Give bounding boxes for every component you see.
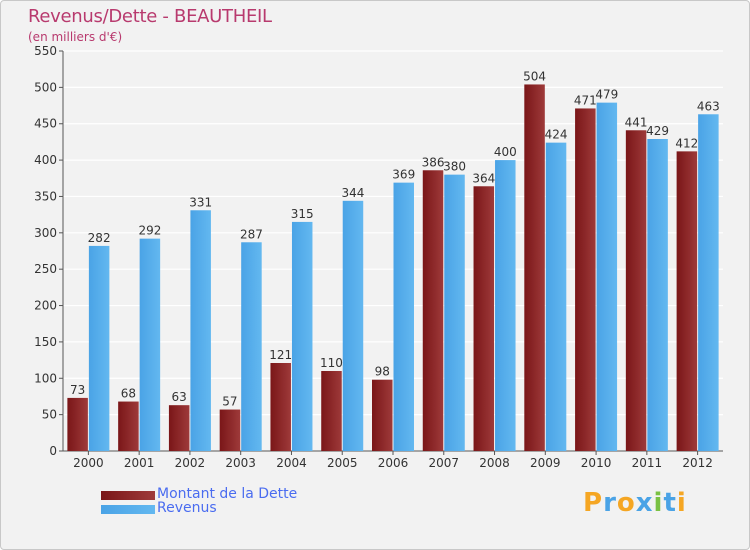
bar-revenus xyxy=(545,142,567,452)
data-label-dette: 364 xyxy=(472,171,495,185)
bar-dette xyxy=(676,151,698,451)
data-label-revenus: 424 xyxy=(545,128,568,142)
bar-revenus xyxy=(139,238,161,451)
data-label-dette: 68 xyxy=(121,387,136,401)
logo-letter: t xyxy=(663,488,677,518)
bar-dette xyxy=(168,405,190,451)
x-tick-label: 2009 xyxy=(530,456,561,470)
bar-revenus xyxy=(596,102,618,452)
bar-dette xyxy=(473,186,495,452)
y-tick-label: 450 xyxy=(34,117,57,131)
data-label-dette: 412 xyxy=(675,136,698,150)
x-tick-label: 2005 xyxy=(327,456,358,470)
bar-dette xyxy=(321,371,342,451)
bar-dette xyxy=(422,170,444,452)
legend-swatch-revenus xyxy=(101,505,155,514)
y-tick-label: 0 xyxy=(49,444,57,458)
y-tick-label: 250 xyxy=(34,262,57,276)
data-label-revenus: 287 xyxy=(240,227,263,241)
bar-revenus xyxy=(88,245,110,451)
data-label-revenus: 344 xyxy=(342,186,365,200)
bar-dette xyxy=(524,84,545,452)
x-tick-label: 2001 xyxy=(124,456,155,470)
x-tick-label: 2000 xyxy=(73,456,104,470)
bar-revenus xyxy=(647,139,668,451)
x-tick-label: 2008 xyxy=(479,456,510,470)
data-label-dette: 110 xyxy=(320,356,343,370)
data-label-revenus: 315 xyxy=(291,207,314,221)
x-tick-label: 2006 xyxy=(378,456,409,470)
data-label-dette: 386 xyxy=(422,155,445,169)
bar-revenus xyxy=(190,210,211,451)
y-tick-label: 550 xyxy=(34,44,57,58)
bar-dette xyxy=(575,108,596,452)
x-tick-label: 2003 xyxy=(225,456,256,470)
data-label-revenus: 380 xyxy=(443,160,466,174)
data-label-revenus: 429 xyxy=(646,124,669,138)
data-label-revenus: 369 xyxy=(392,168,415,182)
x-tick-label: 2010 xyxy=(581,456,612,470)
data-label-dette: 441 xyxy=(625,115,648,129)
bar-dette xyxy=(118,401,139,451)
y-tick-label: 100 xyxy=(34,371,57,385)
logo-letter: x xyxy=(635,488,654,518)
proxiti-logo: Proxiti xyxy=(583,488,687,518)
y-tick-label: 400 xyxy=(34,153,57,167)
legend-label-revenus: Revenus xyxy=(157,500,217,516)
logo-letter: r xyxy=(603,488,617,518)
y-tick-label: 500 xyxy=(34,80,57,94)
bar-revenus xyxy=(241,242,262,451)
data-label-revenus: 400 xyxy=(494,145,517,159)
x-tick-label: 2012 xyxy=(682,456,713,470)
y-tick-label: 300 xyxy=(34,226,57,240)
bar-revenus xyxy=(444,174,465,452)
bar-dette xyxy=(67,397,88,451)
data-label-revenus: 463 xyxy=(697,99,720,113)
x-tick-label: 2011 xyxy=(632,456,663,470)
bar-revenus xyxy=(342,200,364,451)
y-tick-label: 150 xyxy=(34,335,57,349)
data-label-dette: 63 xyxy=(172,390,187,404)
bar-revenus xyxy=(393,182,414,452)
bar-dette xyxy=(219,409,241,451)
bar-revenus xyxy=(291,221,313,451)
plot-area xyxy=(63,51,723,451)
y-tick-label: 50 xyxy=(42,408,57,422)
data-label-dette: 57 xyxy=(222,395,237,409)
y-tick-label: 200 xyxy=(34,299,57,313)
logo-letter: i xyxy=(653,488,664,518)
bar-revenus xyxy=(495,160,516,451)
data-label-revenus: 292 xyxy=(138,224,161,238)
legend-swatch-dette xyxy=(101,491,155,500)
bar-dette xyxy=(372,379,393,451)
data-label-revenus: 282 xyxy=(88,231,111,245)
data-label-dette: 98 xyxy=(375,365,390,379)
x-tick-label: 2007 xyxy=(428,456,459,470)
logo-letter: P xyxy=(583,488,604,518)
bar-dette xyxy=(270,363,291,451)
data-label-dette: 73 xyxy=(70,383,85,397)
chart-subtitle: (en milliers d'€) xyxy=(28,30,123,44)
bar-dette xyxy=(625,130,647,452)
logo-letter: o xyxy=(616,488,636,518)
data-label-revenus: 331 xyxy=(189,195,212,209)
bar-revenus xyxy=(698,114,719,451)
x-tick-label: 2004 xyxy=(276,456,307,470)
data-label-revenus: 479 xyxy=(595,88,618,102)
legend-label-dette: Montant de la Dette xyxy=(157,486,298,502)
x-tick-label: 2002 xyxy=(175,456,206,470)
data-label-dette: 504 xyxy=(523,69,546,83)
chart-title: Revenus/Dette - BEAUTHEIL xyxy=(28,6,272,27)
logo-letter: i xyxy=(676,488,687,518)
data-label-dette: 121 xyxy=(269,348,292,362)
data-label-dette: 471 xyxy=(574,93,597,107)
y-tick-label: 350 xyxy=(34,189,57,203)
